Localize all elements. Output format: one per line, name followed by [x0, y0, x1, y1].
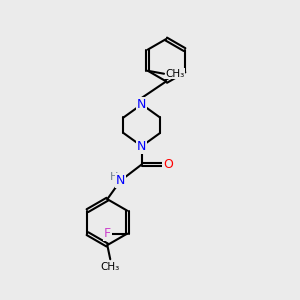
Text: CH₃: CH₃: [100, 262, 120, 272]
Text: CH₃: CH₃: [166, 69, 185, 79]
Text: F: F: [104, 227, 111, 240]
Text: O: O: [163, 158, 173, 171]
Text: N: N: [137, 98, 146, 111]
Text: N: N: [137, 140, 146, 153]
Text: H: H: [110, 172, 118, 182]
Text: N: N: [116, 174, 125, 187]
